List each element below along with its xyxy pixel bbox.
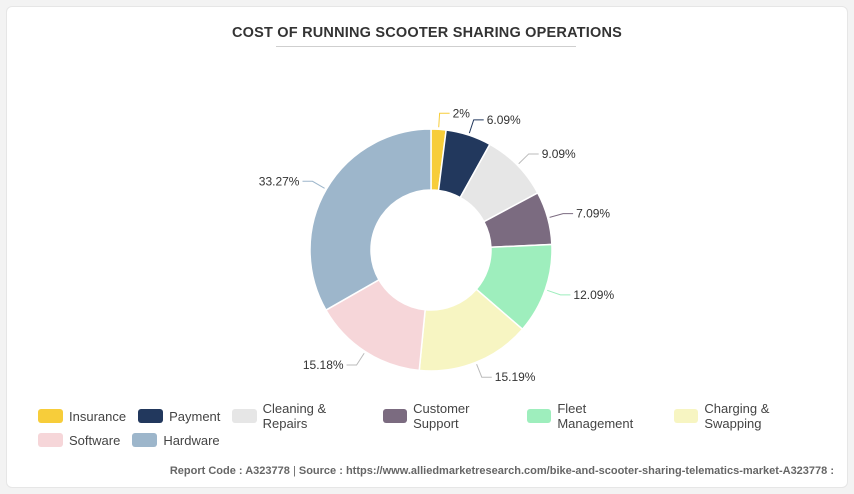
legend-item-cleaning-repairs[interactable]: Cleaning & Repairs [232, 401, 371, 431]
legend-item-software[interactable]: Software [38, 433, 120, 448]
chart-title: COST OF RUNNING SCOOTER SHARING OPERATIO… [232, 25, 622, 41]
data-label: 2% [453, 106, 471, 120]
slices-group [309, 128, 553, 372]
leader-line [518, 153, 539, 165]
data-label: 15.19% [495, 370, 536, 384]
legend-label: Payment [169, 408, 221, 424]
legend-label: Customer Support [413, 401, 470, 431]
footer-separator: | [289, 465, 299, 477]
leader-line [547, 289, 571, 296]
legend-swatch [382, 409, 408, 423]
leader-line [476, 364, 492, 378]
footer: Report Code : A323778 | Source : https:/… [0, 465, 834, 477]
legend-label: Hardware [163, 432, 220, 448]
legend-label: Insurance [69, 408, 127, 424]
data-label: 6.09% [487, 113, 521, 127]
legend-item-charging-swapping[interactable]: Charging & Swapping [674, 401, 826, 431]
legend-item-insurance[interactable]: Insurance [38, 409, 126, 424]
source-label: Source : [298, 465, 346, 477]
data-label: 7.09% [576, 207, 610, 221]
legend-label: Fleet Management [557, 401, 634, 431]
legend-label: Software [69, 432, 121, 448]
report-code-label: Report Code : [169, 465, 246, 477]
legend-label: Charging & Swapping [704, 401, 770, 431]
leader-line [302, 180, 325, 189]
slice-hardware[interactable] [309, 128, 432, 312]
data-label: 9.09% [542, 147, 576, 161]
legend-swatch [132, 433, 158, 447]
legend-swatch [138, 409, 164, 423]
legend-swatch [38, 409, 63, 423]
legend-item-hardware[interactable]: Hardware [132, 432, 220, 448]
leader-line [346, 352, 365, 366]
data-label: 33.27% [259, 174, 300, 188]
leader-line [549, 213, 574, 218]
legend-item-payment[interactable]: Payment [138, 409, 220, 424]
legend-item-fleet-management[interactable]: Fleet Management [527, 401, 662, 431]
legend-row: Software Hardware [38, 428, 838, 452]
legend-swatch [674, 409, 699, 423]
legend-label: Cleaning & Repairs [262, 401, 327, 431]
labels-group: 2% 6.09% 9.09% 7.09% 12.09% 15.19% 15.18% 33.27… [259, 106, 615, 384]
report-code: A323778 [245, 465, 290, 477]
legend: Insurance Payment Cleaning & Repairs Custom… [38, 401, 838, 452]
source-url[interactable]: https://www.alliedmarketresearch.com/bik… [345, 465, 834, 477]
legend-swatch [527, 409, 552, 423]
data-label: 15.18% [303, 358, 344, 372]
data-label: 12.09% [573, 288, 614, 302]
legend-item-customer-support[interactable]: Customer Support [382, 401, 515, 431]
legend-swatch [38, 433, 63, 447]
legend-swatch [232, 409, 257, 423]
chart-card [6, 6, 848, 488]
legend-row: Insurance Payment Cleaning & Repairs Custom… [38, 401, 838, 431]
leader-line [468, 119, 484, 134]
title-underline [276, 46, 576, 47]
leader-line [438, 112, 450, 128]
